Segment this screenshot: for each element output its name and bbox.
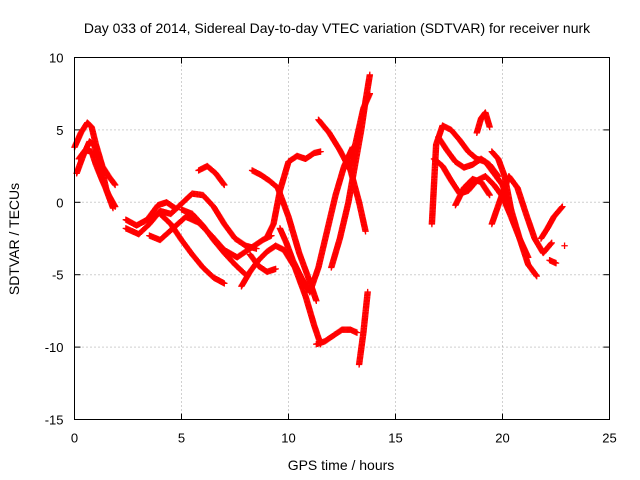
data-point	[494, 172, 501, 179]
series-trace-11	[246, 251, 279, 276]
data-point	[272, 265, 279, 273]
y-tick-label: 5	[56, 123, 63, 138]
data-point	[533, 272, 540, 280]
data-point	[362, 228, 369, 235]
x-tick-label: 5	[178, 431, 185, 446]
series-trace-3	[75, 146, 119, 210]
series-trace-30	[561, 242, 568, 249]
data-point	[561, 242, 568, 249]
series-trace-27	[488, 173, 555, 257]
data-point	[485, 190, 493, 198]
x-tick-label: 10	[281, 431, 295, 446]
series-trace-13	[263, 148, 324, 241]
x-tick-label: 15	[388, 431, 402, 446]
data-point	[111, 203, 119, 210]
data-point	[547, 240, 555, 247]
data-point	[558, 204, 565, 211]
x-tick-label: 0	[71, 431, 78, 446]
data-point	[495, 173, 502, 180]
data-point	[552, 259, 560, 267]
chart-title: Day 033 of 2014, Sidereal Day-to-day VTE…	[84, 20, 591, 36]
series-trace-25	[473, 109, 493, 136]
data-point	[548, 239, 555, 247]
data-point	[532, 272, 540, 279]
series-trace-7	[156, 210, 228, 287]
data-point	[507, 206, 515, 213]
series-trace-22	[430, 155, 532, 261]
y-tick-label: 10	[49, 51, 63, 66]
series-trace-9	[195, 162, 228, 189]
series-trace-16	[313, 326, 361, 348]
data-point	[111, 181, 119, 189]
data-point	[221, 181, 228, 189]
data-point	[559, 203, 566, 210]
series-trace-28	[537, 203, 566, 242]
data-point	[171, 204, 179, 212]
y-axis-label: SDTVAR / TECUs	[6, 183, 22, 295]
y-tick-label: -10	[45, 340, 64, 355]
series-trace-17	[315, 116, 369, 235]
series-trace-29	[546, 257, 560, 267]
data-point	[366, 90, 374, 97]
y-tick-label: -5	[52, 268, 64, 283]
x-tick-label: 20	[495, 431, 509, 446]
data-point	[353, 329, 361, 336]
plot-frame	[74, 57, 610, 420]
x-tick-label: 25	[602, 431, 616, 446]
data-point	[486, 123, 493, 131]
series-trace-4	[122, 190, 260, 252]
x-tick-labels: 0 5 10 15 20 25	[71, 431, 617, 446]
y-tick-label: -15	[45, 413, 64, 428]
data-markers	[71, 71, 568, 368]
series-trace-5	[122, 199, 179, 229]
y-tick-labels: -15 -10 -5 0 5 10	[45, 51, 64, 428]
x-axis-label: GPS time / hours	[288, 457, 395, 473]
series-trace-20	[355, 288, 371, 368]
data-point	[317, 148, 324, 155]
data-point	[486, 191, 493, 199]
data-point	[220, 180, 227, 188]
data-point	[313, 297, 320, 304]
y-tick-label: 0	[56, 195, 63, 210]
series-trace-24	[452, 175, 493, 209]
series-trace-19	[347, 90, 374, 170]
data-point	[524, 254, 532, 261]
data-point	[364, 288, 371, 296]
series-trace-23	[435, 133, 502, 180]
data-point	[221, 280, 228, 287]
data-point	[366, 71, 374, 79]
